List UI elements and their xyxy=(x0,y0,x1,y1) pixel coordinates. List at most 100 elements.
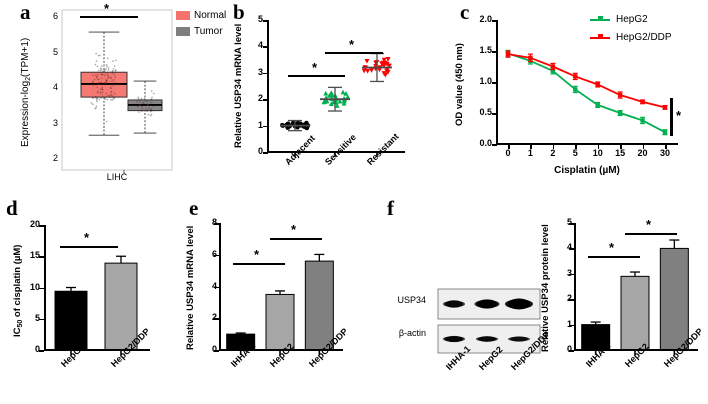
legend-swatch-normal xyxy=(176,11,190,20)
panel-a-ytick: 4 xyxy=(52,82,58,93)
panel-d-asterisk: * xyxy=(84,230,90,245)
panel-b-sig-bar-2 xyxy=(325,52,383,55)
panel-d-sig-bar xyxy=(60,246,118,249)
panel-b-yaxis xyxy=(267,20,269,152)
e-ytick: 0 xyxy=(211,344,217,354)
d-ytick: 20 xyxy=(29,219,40,229)
d-ytick-mark xyxy=(39,350,44,352)
panel-c-xlabel: Cisplatin (µM) xyxy=(554,165,620,176)
e-ytick-mark xyxy=(214,254,219,257)
panel-b-ytick: 0 xyxy=(257,146,263,156)
panel-b-ytick: 5 xyxy=(257,14,263,24)
panel-c-sig-bar xyxy=(670,98,673,136)
panel-c-legend-label-0: HepG2 xyxy=(616,14,648,25)
panel-a-ytick: 2 xyxy=(52,153,58,164)
panel-b-ytick: 2 xyxy=(257,93,263,104)
panel-a-asterisk: * xyxy=(104,1,110,16)
panel-c-xtick-mark xyxy=(665,144,667,149)
panel-c-ytick: 2.0 xyxy=(479,14,492,24)
panel-c-yaxis xyxy=(496,20,498,144)
panel-c-xtick: 1 xyxy=(527,148,533,158)
panel-b-ytick: 4 xyxy=(257,40,263,51)
f-ytick-mark xyxy=(569,223,574,225)
panel-f-asterisk-2: * xyxy=(646,217,652,232)
f-ytick: 1 xyxy=(566,318,572,329)
panel-b-ytick-mark xyxy=(263,46,268,48)
panel-c-xtick-mark xyxy=(575,144,577,149)
e-ytick-mark xyxy=(214,318,219,320)
panel-e-xaxis xyxy=(219,349,343,351)
e-ytick-mark xyxy=(214,223,219,225)
panel-b-ytick-mark xyxy=(263,72,268,75)
blot-row-label-actin: β-actin xyxy=(398,328,426,338)
f-ytick: 2 xyxy=(566,293,572,304)
panel-e-yaxis xyxy=(219,223,221,350)
e-ytick: 4 xyxy=(211,280,217,291)
e-ytick: 6 xyxy=(211,248,217,259)
panel-b-letter: b xyxy=(233,0,245,24)
panel-c-ytick: 1.0 xyxy=(479,76,492,86)
panel-e-sig-bar-2 xyxy=(270,238,322,241)
blot-row-label-usp34: USP34 xyxy=(397,295,426,305)
legend-swatch-tumor xyxy=(176,27,190,36)
panel-c-xtick: 5 xyxy=(572,148,578,158)
panel-c-ytick-mark xyxy=(492,20,497,22)
panel-e-sig-bar-1 xyxy=(233,263,285,266)
f-ytick-mark xyxy=(569,248,574,250)
f-ytick: 3 xyxy=(566,267,572,278)
panel-c-xtick-mark xyxy=(620,144,622,149)
panel-b-plot xyxy=(279,52,392,157)
e-ytick-mark xyxy=(214,350,219,352)
d-ytick: 15 xyxy=(29,250,40,261)
f-ytick-mark xyxy=(569,350,574,352)
panel-b-ytick-mark xyxy=(263,99,268,101)
panel-a-ylabel: Expression-log2(TPM+1) xyxy=(20,37,32,147)
panel-f-xaxis xyxy=(574,349,698,351)
panel-e-ylabel: Relative USP34 mRNA level xyxy=(185,225,196,351)
panel-f-letter: f xyxy=(387,196,394,220)
panel-c-xtick-mark xyxy=(552,144,555,149)
d-ytick-mark xyxy=(39,256,44,258)
panel-b-asterisk-2: * xyxy=(349,37,355,52)
panel-f-sig-bar-2 xyxy=(625,233,677,236)
panel-a-plot xyxy=(61,9,173,174)
panel-d-plot xyxy=(54,255,138,355)
panel-c-xtick: 20 xyxy=(637,148,648,158)
panel-a-ytick: 6 xyxy=(52,11,58,22)
panel-a-xlabel: LIHC xyxy=(106,172,128,182)
panel-c-legend-label-1: HepG2/DDP xyxy=(616,32,672,43)
panel-a-ytick: 3 xyxy=(52,117,58,128)
panel-c-legend-marker-1 xyxy=(598,34,603,39)
panel-a-letter: a xyxy=(20,0,31,24)
d-ytick: 5 xyxy=(34,312,40,323)
f-ytick-mark xyxy=(569,273,574,276)
panel-c-xaxis xyxy=(496,143,678,145)
panel-f: f USP34 β-actin IHHA-1 HepG2 HepG2/DDP Rel… xyxy=(352,195,708,404)
panel-f-sig-bar-1 xyxy=(588,256,640,259)
e-ytick: 8 xyxy=(211,217,217,227)
panel-b-xaxis xyxy=(267,151,405,153)
legend-label-tumor: Tumor xyxy=(194,26,223,37)
panel-b-ylabel: Relative USP34 mRNA level xyxy=(233,23,244,148)
panel-c-plot xyxy=(505,49,668,136)
panel-f-yaxis xyxy=(574,223,576,350)
panel-b-asterisk-1: * xyxy=(312,60,318,75)
panel-d: d IC50 of cisplatin (µM) 0 5 10 15 20 HepG2 H… xyxy=(0,195,165,404)
d-ytick-mark xyxy=(39,225,44,227)
f-ytick: 0 xyxy=(566,344,572,354)
d-ytick-mark xyxy=(39,318,44,321)
panel-c-ytick-mark xyxy=(492,51,497,53)
panel-c-xtick: 2 xyxy=(550,148,556,158)
panel-f-asterisk-1: * xyxy=(609,240,615,255)
panel-c-xtick: 10 xyxy=(592,148,603,158)
panel-c-ytick-mark xyxy=(492,82,497,84)
legend-label-normal: Normal xyxy=(194,10,227,21)
panel-c-xtick-mark xyxy=(597,144,600,149)
f-ytick-mark xyxy=(569,299,574,301)
panel-b-ytick: 1 xyxy=(257,119,263,130)
panel-c-xtick: 15 xyxy=(615,148,626,158)
panel-d-letter: d xyxy=(6,196,18,220)
panel-c-asterisk: * xyxy=(676,108,682,123)
